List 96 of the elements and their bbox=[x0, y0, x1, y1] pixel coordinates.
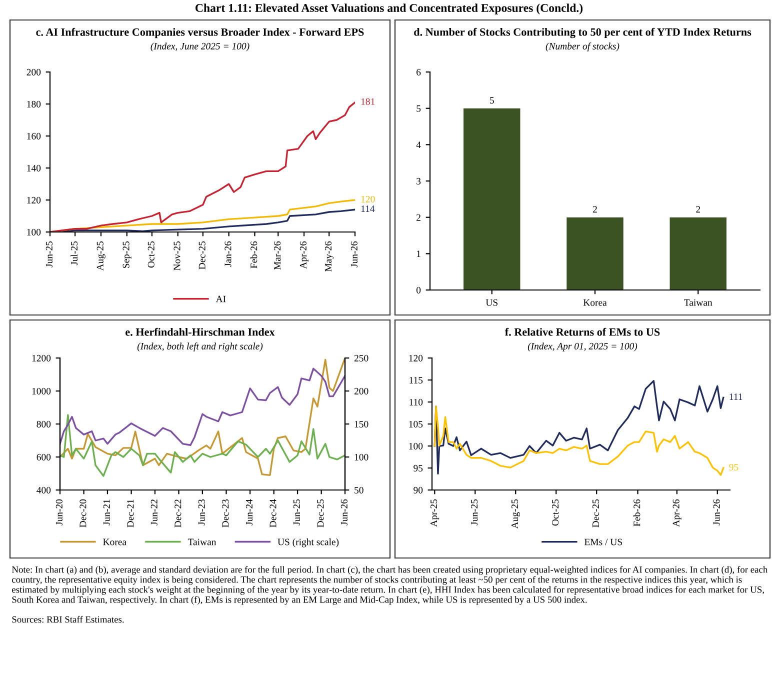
annotation: 111 bbox=[730, 394, 742, 400]
source-note: Sources: RBI Staff Estimates. bbox=[12, 616, 124, 623]
x-tick-label: Jun-20 bbox=[56, 499, 62, 526]
x-tick-label: Oct-25 bbox=[552, 499, 559, 526]
x-tick-label: Dec-21 bbox=[127, 500, 134, 528]
x-tick-label: Jan-26 bbox=[224, 241, 232, 267]
y-tick-label: 0 bbox=[416, 286, 421, 294]
chart-subtitle: (Index, June 2025 = 100) bbox=[150, 42, 250, 52]
chart-subtitle: (Number of stocks) bbox=[546, 42, 620, 52]
y-tick-label: 4 bbox=[416, 142, 421, 148]
x-tick-label: Apr-26 bbox=[300, 241, 308, 269]
y-tick-label: 800 bbox=[36, 420, 51, 428]
x-tick-label: Jun-24 bbox=[246, 499, 252, 526]
x-tick-label: Taiwan bbox=[684, 299, 712, 306]
x-tick-label: Jul-25 bbox=[70, 241, 78, 266]
chart-title: d. Number of Stocks Contributing to 50 per cent of YTD Index Returns bbox=[414, 28, 752, 38]
annotation: 181 bbox=[361, 98, 375, 105]
legend-label: Korea bbox=[103, 538, 126, 546]
chart-subtitle: (Index, Apr 01, 2025 = 100) bbox=[528, 342, 638, 352]
legend-label: AI bbox=[216, 296, 226, 302]
y-tick-label: 160 bbox=[27, 132, 41, 140]
text: Chart 1.11: Elevated Asset Valuations and Concentrated Exposures (Concld.) bbox=[196, 4, 583, 14]
y-tick-label: 100 bbox=[409, 442, 423, 450]
y2-tick-label: 250 bbox=[354, 354, 368, 362]
y-tick-label: 1200 bbox=[32, 354, 51, 362]
y-tick-label: 180 bbox=[27, 100, 41, 108]
line-series bbox=[434, 380, 724, 475]
legend-label: Taiwan bbox=[188, 538, 216, 546]
x-tick-label: Dec-22 bbox=[174, 500, 182, 528]
x-tick-label: Dec-25 bbox=[317, 499, 324, 528]
chart-subtitle: (Index, both left and right scale) bbox=[137, 342, 263, 352]
x-tick-label: Apr-26 bbox=[672, 499, 682, 527]
data-label: 5 bbox=[490, 97, 494, 104]
x-tick-label: Jun-25 bbox=[293, 499, 300, 526]
x-tick-label: Dec-23 bbox=[222, 499, 229, 528]
y-tick-label: 120 bbox=[27, 196, 41, 204]
y-tick-label: 200 bbox=[26, 68, 41, 76]
x-tick-label: May-26 bbox=[324, 241, 334, 272]
x-tick-label: Jun-26 bbox=[350, 241, 358, 268]
annotation: 114 bbox=[361, 206, 375, 212]
chart-title: e. Herfindahl-Hirschman Index bbox=[126, 328, 275, 336]
x-tick-label: US bbox=[486, 299, 498, 306]
x-tick-label: Jun-21 bbox=[103, 500, 110, 526]
y-tick-label: 3 bbox=[416, 178, 421, 184]
y2-tick-label: 50 bbox=[354, 486, 364, 494]
x-tick-label: Dec-24 bbox=[270, 499, 276, 528]
chart-title: c. AI Infrastructure Companies versus Broader Index - Forward EPS bbox=[36, 28, 364, 38]
legend-label: EMs / US bbox=[584, 538, 622, 546]
y-tick-label: 140 bbox=[27, 164, 41, 172]
y-tick-label: 2 bbox=[416, 214, 420, 221]
data-label: 2 bbox=[592, 206, 597, 212]
y-tick-label: 6 bbox=[416, 68, 421, 76]
annotation: 120 bbox=[361, 196, 375, 202]
y-tick-label: 400 bbox=[36, 486, 51, 494]
y-tick-label: 5 bbox=[416, 105, 421, 112]
chart-title: f. Relative Returns of EMs to US bbox=[504, 328, 660, 336]
x-tick-label: Apr-25 bbox=[430, 499, 440, 527]
text: Note: In chart (a) and (b), average and standard deviation are for the full period. In chart (c), the chart has been created using proprietary equal-weighted indices for AI companies. In chart (d), for each country, the representative equity index is being considered. The chart represents the number of stocks contributing at least ~50 per cent of the returns in the respective indices this year, which is estimated by multiplying each stock's weight at the beginning of the year by its year-to-date return. In chart (e), HHI Index has been calculated for representative broad indices for each market for US, South Korea and Taiwan, respectively. In chart (f), EMs is represented by an EM Large and Mid-Cap Index, while US is represented by a US 500 index. bbox=[12, 566, 768, 605]
line-series bbox=[60, 414, 345, 477]
x-tick-label: Jun-23 bbox=[198, 499, 205, 526]
x-tick-label: Oct-25 bbox=[148, 241, 154, 268]
data-label: 2 bbox=[696, 206, 700, 212]
y-tick-label: 100 bbox=[27, 228, 41, 236]
y-tick-label: 1000 bbox=[32, 388, 51, 394]
y-tick-label: 105 bbox=[409, 420, 423, 428]
x-tick-label: Jun-25 bbox=[471, 499, 478, 526]
x-tick-label: Aug-25 bbox=[96, 241, 106, 271]
y2-tick-label: 150 bbox=[354, 420, 368, 428]
line-series bbox=[434, 406, 724, 476]
x-tick-label: Feb-26 bbox=[250, 241, 258, 268]
y-tick-label: 120 bbox=[409, 354, 423, 362]
y-tick-label: 90 bbox=[414, 486, 423, 494]
line-series bbox=[60, 358, 345, 476]
x-tick-label: Korea bbox=[583, 299, 607, 306]
line-series bbox=[60, 368, 345, 446]
y2-tick-label: 100 bbox=[354, 454, 368, 460]
x-tick-label: Jun-22 bbox=[150, 500, 158, 526]
x-tick-label: Dec-25 bbox=[592, 499, 600, 528]
x-tick-label: Nov-25 bbox=[174, 241, 180, 270]
x-tick-label: Jun-26 bbox=[340, 499, 348, 526]
legend-label: US (right scale) bbox=[278, 538, 339, 548]
x-tick-label: Feb-26 bbox=[633, 499, 640, 526]
x-tick-label: Jun-26 bbox=[713, 499, 720, 526]
annotation: 95 bbox=[729, 464, 738, 470]
x-tick-label: Aug-25 bbox=[512, 499, 520, 529]
x-tick-label: Dec-20 bbox=[80, 499, 86, 528]
y-tick-label: 95 bbox=[414, 464, 423, 472]
x-tick-label: Mar-26 bbox=[274, 241, 281, 270]
y-tick-label: 110 bbox=[410, 398, 423, 406]
x-tick-label: Sep-25 bbox=[122, 241, 132, 268]
y-tick-label: 600 bbox=[36, 454, 51, 460]
y-tick-label: 115 bbox=[410, 376, 423, 384]
x-tick-label: Dec-25 bbox=[198, 241, 206, 270]
x-tick-label: Jun-25 bbox=[46, 241, 52, 268]
y-tick-label: 1 bbox=[416, 250, 420, 258]
y2-tick-label: 200 bbox=[354, 388, 368, 394]
